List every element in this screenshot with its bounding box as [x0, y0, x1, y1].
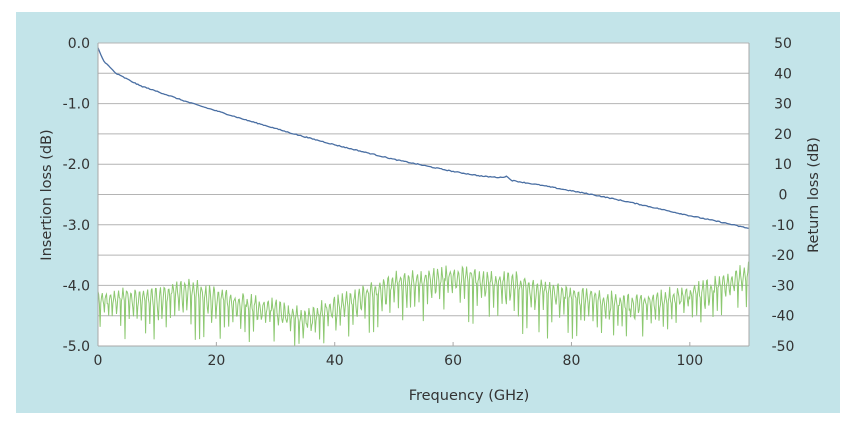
y-tick-label: -5.0: [63, 339, 90, 355]
insertion-loss-series: [97, 47, 750, 230]
y2-tick-label: 40: [774, 66, 792, 82]
insertion-loss-line: [97, 47, 750, 230]
y2-tick-label: 30: [774, 97, 792, 113]
y2-tick-label: -40: [772, 309, 795, 325]
y2-tick-label: -20: [772, 248, 795, 264]
y2-tick-label: -50: [772, 339, 795, 355]
x-tick-label: 80: [563, 353, 581, 369]
y-axis-title: Insertion loss (dB): [39, 129, 55, 260]
return-loss-line: [97, 261, 749, 347]
return-loss-series: [97, 261, 749, 347]
x-tick-label: 0: [94, 353, 103, 369]
x-tick-label: 40: [326, 353, 344, 369]
y2-tick-label: 50: [774, 36, 792, 52]
x-tick-label: 100: [676, 353, 703, 369]
x-tick-label: 60: [444, 353, 462, 369]
y-tick-label: -3.0: [63, 218, 90, 234]
y2-tick-label: -10: [772, 218, 795, 234]
y2-axis-title: Return loss (dB): [806, 137, 822, 253]
y-tick-label: -4.0: [63, 278, 90, 294]
y2-tick-label: 10: [774, 157, 792, 173]
y2-tick-label: 20: [774, 127, 792, 143]
y-tick-label: 0.0: [68, 36, 90, 52]
y-tick-label: -1.0: [63, 97, 90, 113]
x-tick-label: 20: [207, 353, 225, 369]
y-tick-label: -2.0: [63, 157, 90, 173]
gridlines: [98, 42, 749, 317]
y2-tick-label: -30: [772, 278, 795, 294]
x-axis-title: Frequency (GHz): [409, 388, 530, 404]
y2-tick-label: 0: [779, 188, 788, 204]
x-axis-labels: 0 20 40 60 80 100: [94, 353, 704, 369]
y-axis-labels: 0.0 -1.0 -2.0 -3.0 -4.0 -5.0: [63, 36, 90, 355]
y2-axis-labels: 50 40 30 20 10 0 -10 -20 -30 -40 -50: [772, 36, 795, 355]
